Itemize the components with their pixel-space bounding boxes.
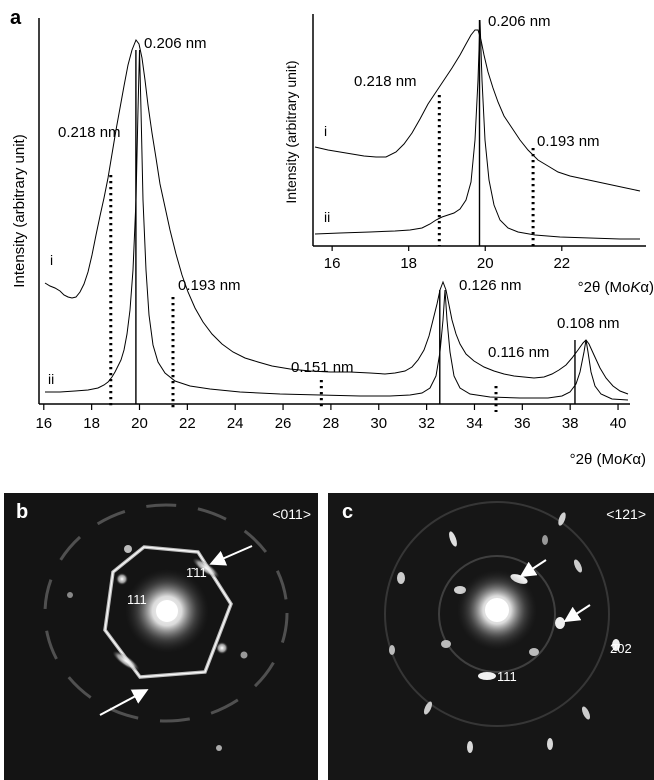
main-x-tick-label: 22 xyxy=(179,415,196,432)
arrow-c-1 xyxy=(519,559,547,578)
main-x-tick-label: 40 xyxy=(610,415,627,432)
outer-ring-c xyxy=(384,501,610,727)
spot-b-3 xyxy=(116,573,128,585)
main-curve-i-label: i xyxy=(50,252,53,268)
inset-x-ticks: 16 18 20 22 xyxy=(324,246,570,272)
spot-label-c-2: 111 xyxy=(497,669,517,684)
spot-c-14 xyxy=(581,706,591,720)
spot-b-1 xyxy=(192,557,220,579)
spot-c-10 xyxy=(573,559,583,573)
main-peak-label: 0.193 nm xyxy=(178,277,241,294)
main-x-tick-label: 30 xyxy=(370,415,387,432)
outer-ring-b xyxy=(43,503,289,723)
main-peak-label: 0.218 nm xyxy=(58,124,121,141)
inset-peak-label: 0.206 nm xyxy=(488,13,551,30)
main-x-tick-label: 18 xyxy=(83,415,100,432)
main-x-tick-label: 34 xyxy=(466,415,483,432)
arrow-c-2 xyxy=(563,604,591,623)
spot-c-9 xyxy=(397,572,405,584)
diffraction-panel-b: b <011> 1̄11 111 xyxy=(4,493,318,780)
spot-b-6 xyxy=(240,651,248,659)
spot-c-15 xyxy=(467,741,473,753)
inset-chart: 16 18 20 22 Intensity (arbitrary unit) °2θ … xyxy=(283,13,654,296)
main-x-tick-label: 20 xyxy=(131,415,148,432)
spot-c-6 xyxy=(529,648,539,656)
inset-x-tick-label: 16 xyxy=(324,255,341,272)
central-spot-c xyxy=(485,598,509,622)
spot-c-7 xyxy=(449,531,457,547)
zone-axis-c: <121> xyxy=(606,506,646,522)
inset-curve-ii xyxy=(314,19,640,240)
arrow-b-2 xyxy=(99,689,149,716)
main-x-tick-label: 28 xyxy=(323,415,340,432)
main-peak-label: 0.151 nm xyxy=(291,359,354,376)
main-x-tick-label: 38 xyxy=(562,415,579,432)
spot-b-7 xyxy=(216,745,222,751)
spot-c-11 xyxy=(612,639,620,651)
inset-curve-i xyxy=(314,29,641,192)
spot-label-c-1: 2̄02 xyxy=(610,641,632,656)
main-peak-label: 0.108 nm xyxy=(557,315,620,332)
panel-label-b: b xyxy=(16,501,28,523)
central-spot-b xyxy=(156,600,178,622)
inset-peak-label: 0.218 nm xyxy=(354,73,417,90)
main-x-tick-label: 26 xyxy=(275,415,292,432)
main-curve-ii xyxy=(45,49,629,401)
main-peak-label: 0.126 nm xyxy=(459,277,522,294)
spot-c-16 xyxy=(547,738,553,750)
main-y-axis-label: Intensity (arbitrary unit) xyxy=(11,134,28,287)
inset-peak-markers: 0.218 nm 0.206 nm 0.193 nm xyxy=(354,13,600,246)
inner-ring-c xyxy=(438,555,556,673)
main-curve-ii-label: ii xyxy=(48,371,54,387)
inset-x-axis-label: °2θ (MoKα) xyxy=(578,279,654,296)
spot-b-2 xyxy=(112,650,140,672)
spot-c-5 xyxy=(441,640,451,648)
main-chart: 16 18 20 22 24 26 28 30 32 34 36 38 40 Intensity (ar… xyxy=(11,18,646,468)
inset-curve-i-label: i xyxy=(324,123,327,139)
spot-b-4 xyxy=(216,642,228,654)
spot-label-b-2: 111 xyxy=(127,592,147,607)
inset-x-tick-label: 22 xyxy=(553,255,570,272)
spot-c-13 xyxy=(423,701,433,715)
spot-b-5 xyxy=(124,545,132,553)
inset-peak-label: 0.193 nm xyxy=(537,133,600,150)
main-x-axis-label: °2θ (MoKα) xyxy=(570,451,646,468)
arrow-b-1 xyxy=(209,545,253,566)
main-x-tick-label: 36 xyxy=(514,415,531,432)
spot-c-8 xyxy=(558,512,566,526)
inset-y-axis-label: Intensity (arbitrary unit) xyxy=(283,60,299,203)
spot-label-b-1: 1̄11 xyxy=(186,565,207,580)
diffraction-panel-c: c <121> 2̄02 111 xyxy=(328,493,654,780)
spot-c-3 xyxy=(555,617,565,629)
main-x-tick-label: 32 xyxy=(418,415,435,432)
main-peak-label: 0.116 nm xyxy=(488,344,549,361)
main-peak-label: 0.206 nm xyxy=(144,35,207,52)
spot-c-12 xyxy=(389,645,395,655)
spot-c-17 xyxy=(542,535,548,545)
panel-label-c: c xyxy=(342,501,353,523)
main-x-ticks: 16 18 20 22 24 26 28 30 32 34 36 38 40 xyxy=(35,404,626,432)
spot-c-4 xyxy=(478,672,496,680)
main-x-tick-label: 24 xyxy=(227,415,244,432)
main-curve-i xyxy=(44,38,629,395)
spot-b-8 xyxy=(67,592,73,598)
main-x-tick-label: 16 xyxy=(35,415,52,432)
inset-curve-ii-label: ii xyxy=(324,209,330,225)
panel-label-a: a xyxy=(10,7,22,29)
zone-axis-b: <011> xyxy=(272,506,311,522)
inset-x-tick-label: 18 xyxy=(400,255,417,272)
inset-x-tick-label: 20 xyxy=(477,255,494,272)
main-peak-markers: 0.218 nm 0.206 nm 0.193 nm 0.151 nm 0.126 nm… xyxy=(58,35,620,412)
